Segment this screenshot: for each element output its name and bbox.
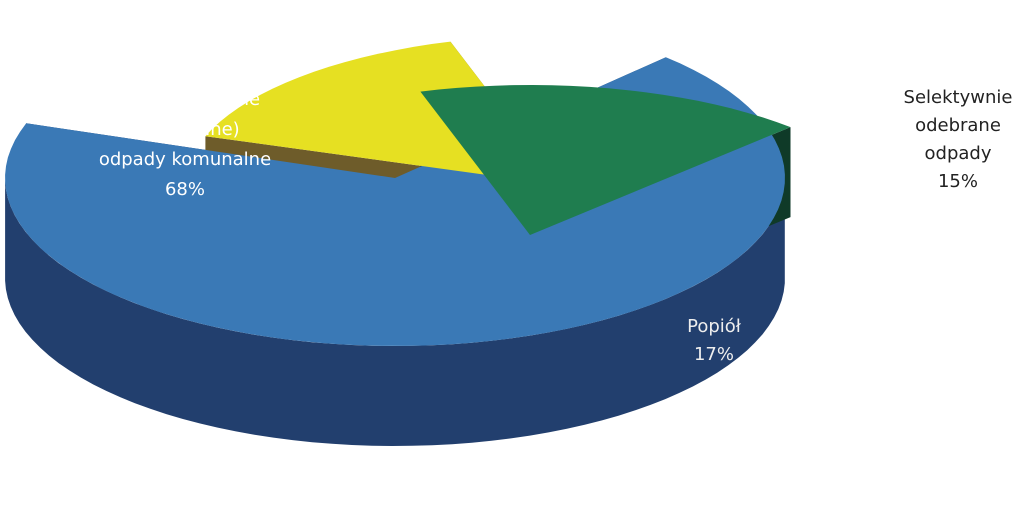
pie-slice-label-2: Selektywnie odebrane odpady 15%: [904, 87, 1013, 192]
pie-slice-label-line-1-2: (zmieszane): [130, 119, 239, 140]
pie-slice-3: [420, 85, 791, 235]
pie-slice-percent-2: 15%: [938, 171, 978, 192]
pie-slice-side-1: [5, 180, 785, 446]
pie-slice-label-line-2-3: odpady: [925, 143, 992, 164]
pie-slice-percent-1: 68%: [165, 179, 205, 200]
pie-slice-label-line-3-1: Popiół: [687, 316, 742, 337]
pie-slice-label-line-1-3: odpady komunalne: [99, 149, 271, 170]
pie-top-faces: [5, 41, 791, 346]
pie-labels: Niesegregowane (zmieszane) odpady komunaln…: [99, 87, 1013, 365]
pie-slice-label-line-2-2: odebrane: [915, 115, 1001, 136]
pie-slice-label-3: Popiół 17%: [687, 316, 742, 365]
pie-slice-label-line-2-1: Selektywnie: [904, 87, 1013, 108]
pie-slice-label-line-1-1: Niesegregowane: [110, 89, 260, 110]
pie-slice-percent-3: 17%: [694, 344, 734, 365]
pie-slice-label-1: Niesegregowane (zmieszane) odpady komunaln…: [99, 89, 271, 200]
